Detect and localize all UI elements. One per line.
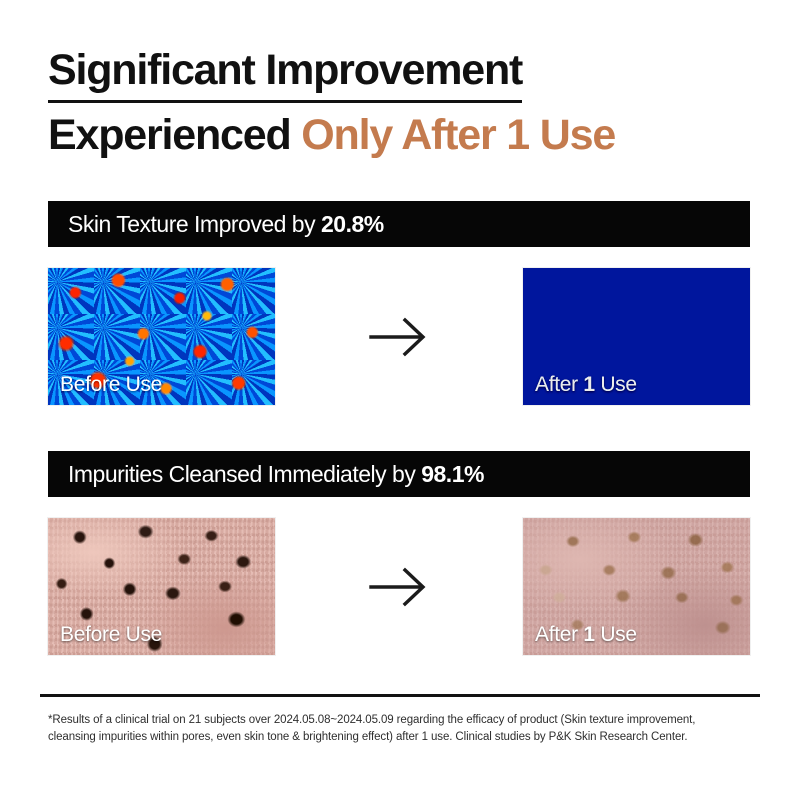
headline-line-2-accent: Only After 1 Use [301, 111, 616, 159]
headline-line-1-wrapper: Significant Improvement [48, 44, 760, 103]
arrow-right-icon [369, 567, 426, 606]
photo-label-after-number: 1 [583, 373, 595, 396]
comparison-row-impurities: Before Use After 1 Use [48, 518, 750, 655]
photo-impurities-after: After 1 Use [523, 518, 750, 655]
banner-text-skin-texture: Skin Texture Improved by 20.8% [48, 211, 384, 238]
section-banner-skin-texture: Skin Texture Improved by 20.8% [48, 201, 750, 247]
footnote-line-1: *Results of a clinical trial on 21 subje… [48, 714, 696, 726]
footnote-line-2: cleansing impurities within pores, even … [48, 731, 688, 743]
headline-line-2: Experienced Only After 1 Use [48, 109, 760, 162]
comparison-row-skin-texture: Before Use After 1 Use [48, 268, 750, 405]
photo-label-after-prefix: After [535, 623, 584, 646]
headline-block: Significant Improvement Experienced Only… [48, 44, 760, 162]
footnote-disclaimer: *Results of a clinical trial on 21 subje… [48, 712, 748, 746]
photo-skin-texture-before: Before Use [48, 268, 275, 405]
photo-label-after-suffix: Use [594, 373, 637, 396]
banner-value-skin-texture: 20.8% [320, 210, 384, 237]
photo-label-after-number: 1 [583, 623, 595, 646]
photo-label-after-suffix: Use [594, 623, 637, 646]
section-banner-impurities: Impurities Cleansed Immediately by 98.1% [48, 451, 750, 497]
photo-label-after: After 1 Use [535, 373, 637, 397]
banner-value-impurities: 98.1% [421, 460, 484, 487]
arrow-right-icon [369, 317, 426, 356]
headline-line-1: Significant Improvement [48, 44, 523, 103]
photo-skin-texture-after: After 1 Use [523, 268, 750, 405]
headline-line-2-prefix: Experienced [48, 111, 302, 159]
banner-label-impurities: Impurities Cleansed Immediately by [68, 460, 422, 487]
photo-impurities-before: Before Use [48, 518, 275, 655]
photo-label-before: Before Use [60, 373, 163, 396]
banner-label-skin-texture: Skin Texture Improved by [68, 210, 321, 237]
banner-text-impurities: Impurities Cleansed Immediately by 98.1% [48, 461, 484, 488]
photo-label-after: After 1 Use [535, 623, 637, 647]
photo-label-before: Before Use [60, 623, 163, 646]
footer-divider [40, 694, 760, 697]
photo-label-after-prefix: After [535, 373, 584, 396]
